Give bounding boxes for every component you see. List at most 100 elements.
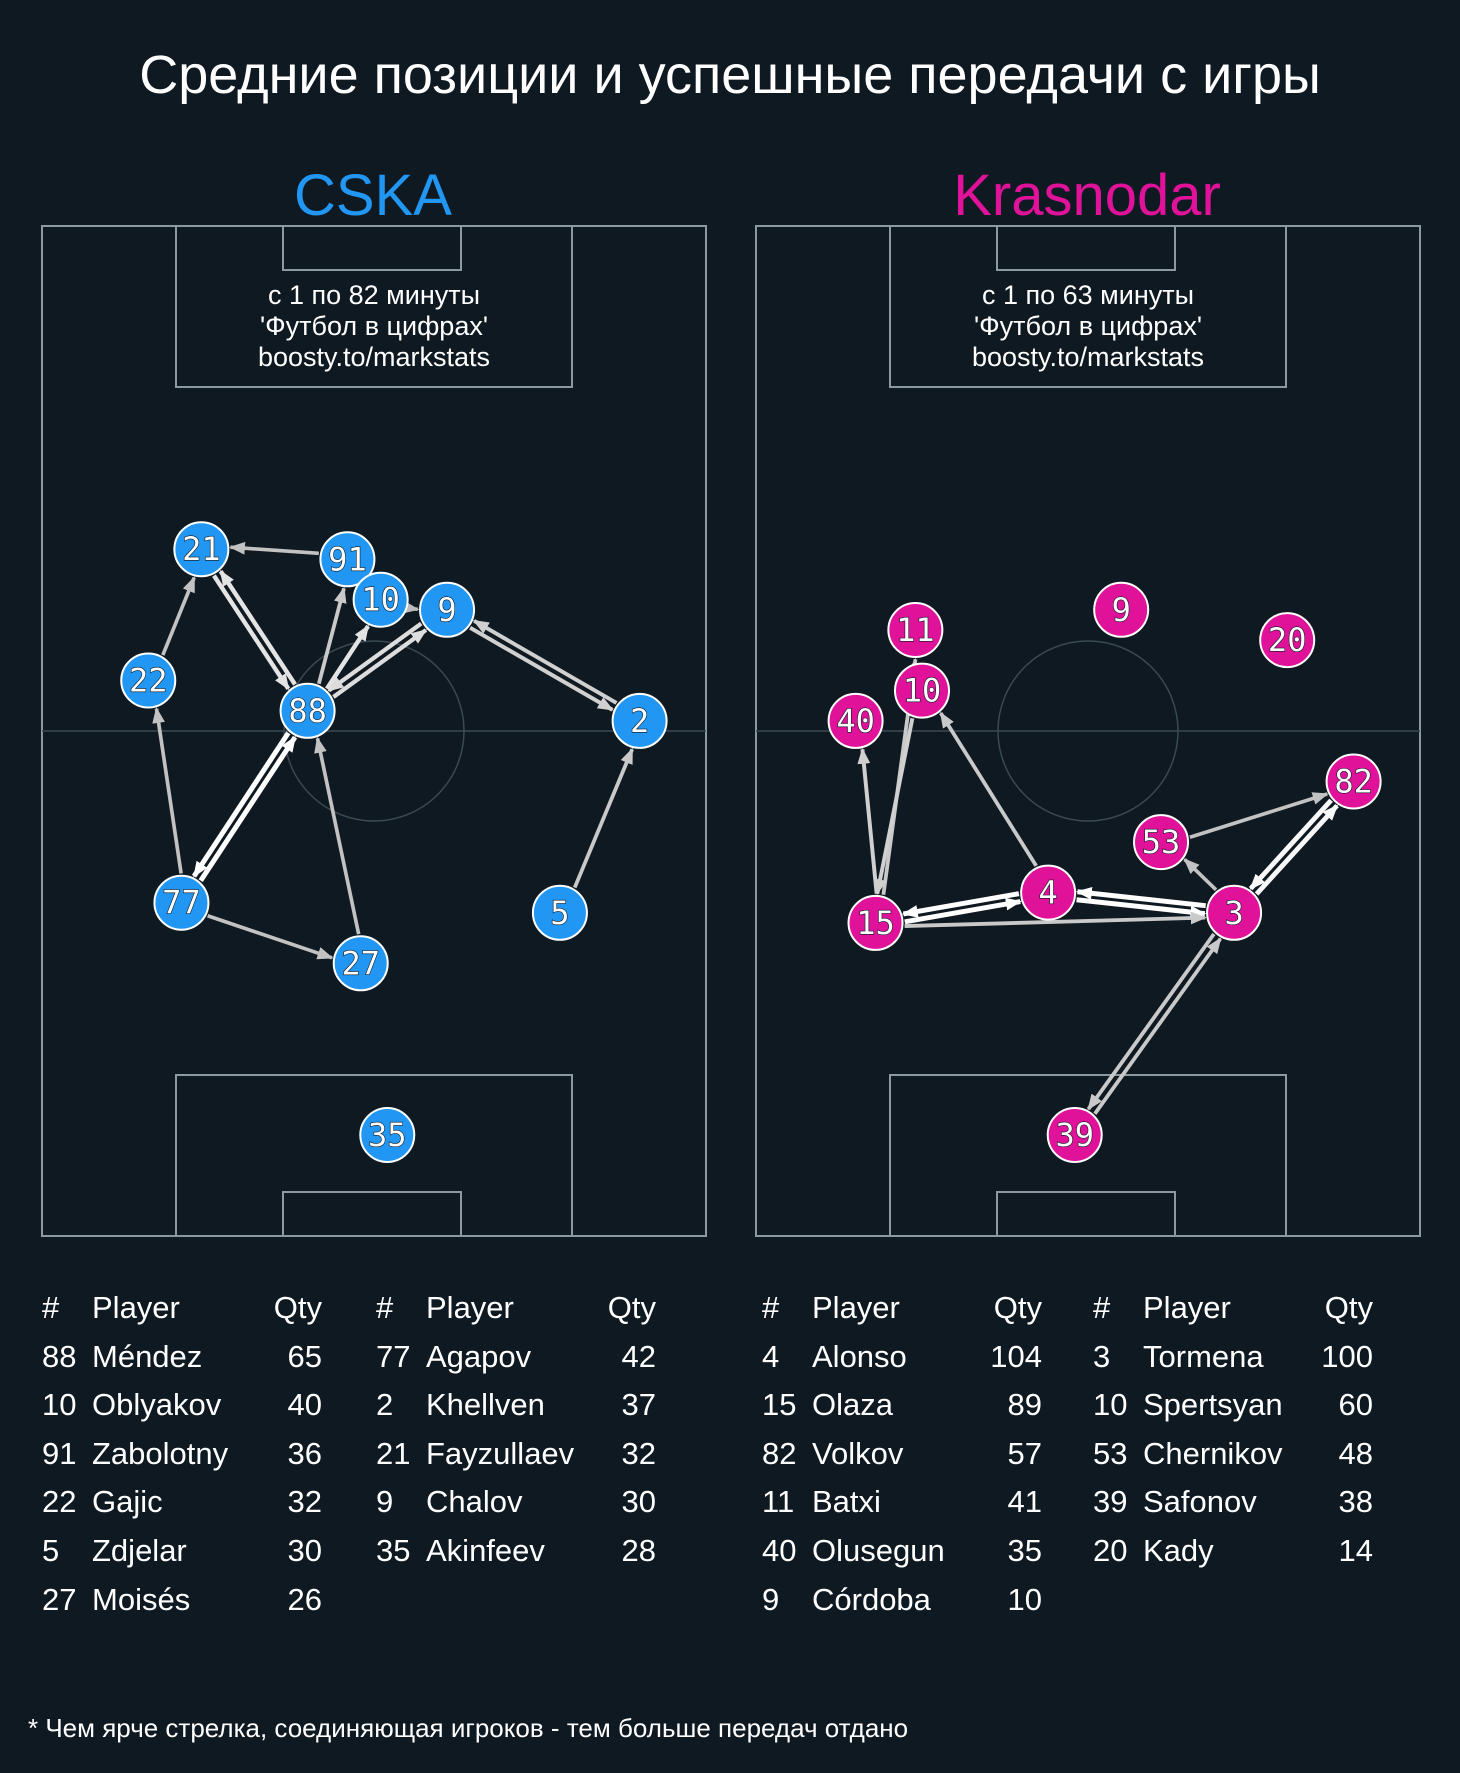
player-number: 27 (341, 944, 380, 982)
pass-qty-cell: 60 (1338, 1387, 1373, 1423)
player-num-cell: 3 (1093, 1338, 1111, 1374)
pass-qty-cell: 48 (1338, 1435, 1373, 1471)
player-name-cell: Spertsyan (1143, 1387, 1283, 1423)
pass-arrow-2-to-9 (472, 619, 618, 705)
player-number: 2 (630, 702, 649, 740)
pass-qty-cell: 30 (621, 1484, 656, 1520)
team-title-cska: CSKA (294, 163, 452, 228)
pass-arrow-9-to-88 (327, 621, 423, 693)
pass-qty-cell: 32 (621, 1435, 656, 1471)
pass-arrow-77-to-27 (207, 914, 334, 960)
player-num-cell: 10 (42, 1387, 77, 1423)
player-num-cell: # (1093, 1290, 1111, 1325)
pass-arrow-4-to-15 (901, 891, 1020, 918)
player-num-cell: 91 (42, 1435, 77, 1471)
player-number: 91 (328, 540, 367, 578)
pass-arrow-3-to-39 (1086, 932, 1216, 1111)
player-number: 9 (437, 591, 456, 629)
pass-arrow-5-to-2 (572, 747, 634, 889)
player-name-cell: Khellven (426, 1387, 545, 1423)
player-num-cell: 40 (762, 1533, 797, 1568)
pass-qty-cell: 65 (287, 1338, 322, 1374)
info-line: с 1 по 63 минуты (982, 280, 1194, 310)
page-title: Средние позиции и успешные передачи с иг… (139, 45, 1321, 105)
player-name-cell: Tormena (1143, 1338, 1264, 1374)
player-num-cell: 88 (42, 1338, 77, 1374)
pass-arrow-77-to-88 (198, 735, 298, 883)
player-num-cell: 21 (376, 1435, 411, 1471)
player-num-cell: 77 (376, 1338, 411, 1374)
player-name-cell: Chernikov (1143, 1435, 1283, 1471)
player-node-10: 10 (352, 571, 409, 628)
player-num-cell: 10 (1093, 1387, 1128, 1423)
player-number: 82 (1334, 763, 1373, 801)
player-number: 9 (1112, 591, 1131, 629)
player-number: 40 (836, 702, 875, 740)
pass-arrow-15-to-4 (904, 897, 1022, 925)
player-node-39: 39 (1046, 1107, 1103, 1163)
player-node-88: 88 (279, 682, 336, 739)
pass-qty-cell: Qty (273, 1290, 322, 1325)
pitch-krasnodar: с 1 по 63 минуты'Футбол в цифрах'boosty.… (755, 225, 1421, 1237)
player-node-77: 77 (153, 874, 210, 931)
player-name-cell: Player (92, 1290, 180, 1325)
player-name-cell: Agapov (426, 1338, 532, 1374)
player-node-2: 2 (611, 692, 668, 749)
pass-arrow-39-to-3 (1093, 937, 1222, 1115)
player-node-40: 40 (827, 692, 884, 749)
player-node-22: 22 (120, 652, 177, 709)
player-name-cell: Player (426, 1290, 514, 1325)
player-num-cell: 5 (42, 1533, 60, 1568)
pass-qty-cell: 26 (287, 1581, 322, 1617)
player-name-cell: Player (812, 1290, 900, 1325)
pass-arrow-88-to-91 (317, 586, 347, 685)
pass-qty-cell: 89 (1007, 1387, 1042, 1423)
player-number: 21 (182, 530, 221, 568)
pass-qty-cell: 32 (287, 1484, 322, 1520)
team-title-krasnodar: Krasnodar (953, 163, 1221, 228)
pass-qty-cell: Qty (993, 1290, 1042, 1325)
pass-arrow-22-to-21 (161, 576, 196, 656)
pass-qty-cell: Qty (607, 1290, 656, 1325)
player-num-cell: 9 (376, 1484, 394, 1520)
player-node-21: 21 (173, 521, 230, 578)
player-num-cell: 4 (762, 1338, 780, 1374)
player-number: 4 (1039, 874, 1058, 912)
pass-arrow-88-to-9 (332, 628, 428, 699)
player-name-cell: Oblyakov (92, 1387, 222, 1423)
player-number: 39 (1055, 1116, 1094, 1154)
pass-arrow-91-to-21 (228, 541, 319, 556)
pass-arrow-3-to-4 (1075, 886, 1206, 909)
player-name-cell: Méndez (92, 1338, 203, 1374)
player-num-cell: 35 (376, 1533, 411, 1568)
player-node-5: 5 (531, 884, 588, 941)
player-name-cell: Olaza (812, 1387, 893, 1423)
pass-qty-cell: 37 (621, 1387, 656, 1423)
goal-box-top (996, 225, 1176, 271)
player-number: 88 (288, 692, 327, 730)
pass-arrow-15-to-3 (904, 911, 1207, 928)
player-node-15: 15 (847, 894, 904, 951)
player-node-91: 91 (319, 531, 376, 588)
pass-qty-cell: 42 (621, 1338, 656, 1374)
player-num-cell: 11 (762, 1484, 795, 1520)
player-name-cell: Alonso (812, 1338, 907, 1374)
player-num-cell: 22 (42, 1484, 77, 1520)
pitch-cska: с 1 по 82 минуты'Футбол в цифрах'boosty.… (41, 225, 707, 1237)
player-name-cell: Player (1143, 1290, 1231, 1325)
player-name-cell: Fayzullaev (426, 1435, 575, 1471)
info-line: boosty.to/markstats (972, 342, 1204, 372)
pass-qty-cell: 10 (1007, 1581, 1042, 1617)
player-node-27: 27 (332, 935, 389, 992)
player-number: 77 (162, 884, 201, 922)
player-number: 35 (368, 1116, 407, 1154)
player-num-cell: 82 (762, 1435, 797, 1471)
player-num-cell: 53 (1093, 1435, 1128, 1471)
player-node-9: 9 (419, 581, 476, 638)
player-number: 15 (856, 904, 895, 942)
pass-arrow-3-to-82 (1254, 804, 1339, 896)
pass-arrow-3-to-53 (1183, 858, 1218, 892)
pass-arrow-88-to-77 (191, 731, 291, 878)
pass-arrow-9-to-2 (469, 626, 614, 712)
player-node-4: 4 (1020, 864, 1077, 921)
